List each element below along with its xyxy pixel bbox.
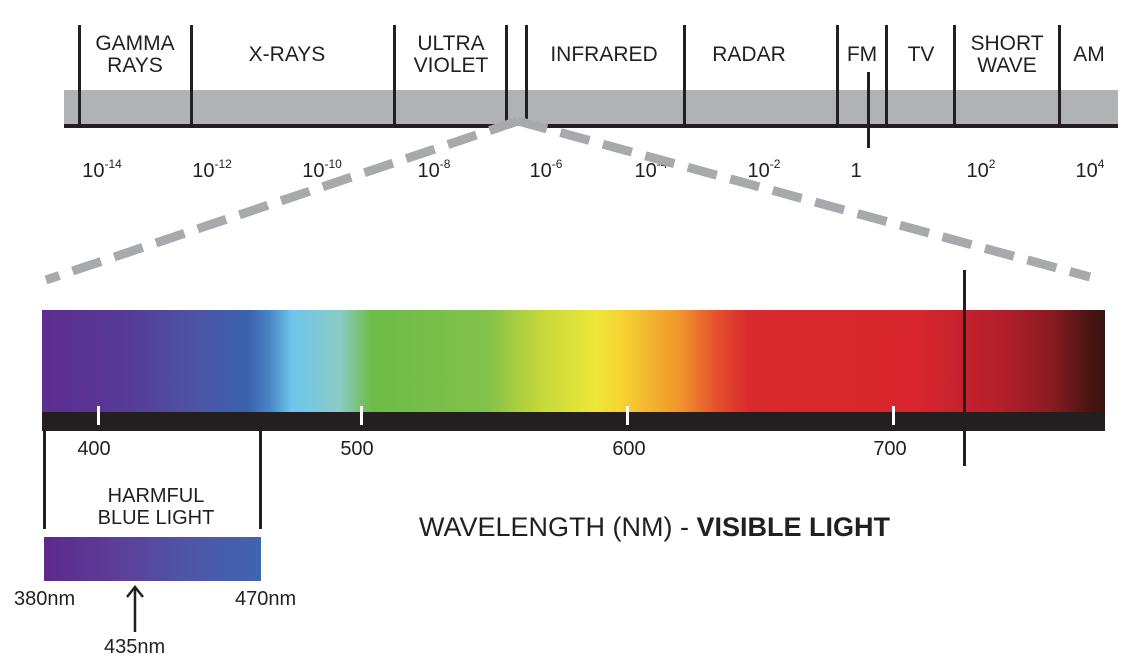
scale-label: 104 bbox=[1075, 157, 1105, 182]
visible-end-marker bbox=[963, 270, 966, 466]
visible-tick-label: 500 bbox=[340, 438, 374, 460]
blue-light-bracket-right bbox=[259, 431, 262, 529]
zoom-line-right bbox=[516, 116, 1092, 282]
blue-light-gradient bbox=[44, 537, 261, 581]
band-label-tv: TV bbox=[907, 43, 935, 66]
band-divider bbox=[1058, 25, 1061, 126]
fm-marker-line bbox=[867, 72, 870, 148]
peak-arrow-icon bbox=[126, 584, 144, 632]
scale-label: 10-2 bbox=[747, 157, 781, 182]
band-label-fm: FM bbox=[846, 43, 878, 66]
visible-tick bbox=[97, 406, 100, 425]
band-label-short-wave: SHORT WAVE bbox=[970, 32, 1044, 77]
em-band-baseline-left bbox=[64, 124, 512, 128]
visible-tick-label: 600 bbox=[612, 438, 646, 460]
band-divider bbox=[885, 25, 888, 126]
visible-light-title: WAVELENGTH (NM) - VISIBLE LIGHT bbox=[419, 512, 890, 543]
band-label-ultra-violet: ULTRA VIOLET bbox=[413, 32, 489, 77]
band-divider bbox=[525, 25, 528, 126]
band-divider bbox=[393, 25, 396, 126]
visible-title-normal: WAVELENGTH (NM) - bbox=[419, 512, 697, 542]
scale-label: 10-10 bbox=[302, 157, 342, 182]
band-label-x-rays: X-RAYS bbox=[248, 43, 326, 66]
visible-tick-label: 400 bbox=[77, 438, 111, 460]
blue-light-bracket-left bbox=[43, 431, 46, 529]
visible-tick bbox=[626, 406, 629, 425]
scale-label: 10-8 bbox=[417, 157, 451, 182]
scale-label: 10-12 bbox=[192, 157, 232, 182]
band-divider bbox=[190, 25, 193, 126]
em-band-gray-bar bbox=[64, 90, 1118, 126]
scale-label: 10-14 bbox=[82, 157, 122, 182]
visible-title-bold: VISIBLE LIGHT bbox=[696, 512, 891, 542]
band-label-am: AM bbox=[1073, 43, 1105, 66]
visible-tick bbox=[892, 406, 895, 425]
zoom-line-left bbox=[44, 116, 520, 285]
visible-spectrum-gradient bbox=[42, 310, 1105, 413]
visible-tick-label: 700 bbox=[873, 438, 907, 460]
blue-light-max-label: 470nm bbox=[235, 588, 297, 610]
band-divider bbox=[683, 25, 686, 126]
band-divider bbox=[78, 25, 81, 126]
scale-label: 10-6 bbox=[529, 157, 563, 182]
visible-tick bbox=[360, 406, 363, 425]
em-band-baseline-right bbox=[526, 124, 1118, 128]
band-label-infrared: INFRARED bbox=[550, 43, 658, 66]
band-divider bbox=[836, 25, 839, 126]
blue-light-min-label: 380nm bbox=[14, 588, 76, 610]
blue-light-peak-label: 435nm bbox=[104, 636, 166, 658]
visible-axis-bar bbox=[42, 412, 1105, 431]
band-label-gamma-rays: GAMMA RAYS bbox=[95, 32, 175, 77]
scale-label: 1 bbox=[850, 160, 862, 182]
scale-label: 102 bbox=[966, 157, 996, 182]
band-label-radar: RADAR bbox=[712, 43, 786, 66]
blue-light-label: HARMFUL BLUE LIGHT bbox=[97, 485, 215, 529]
band-divider bbox=[505, 25, 508, 126]
band-divider bbox=[953, 25, 956, 126]
